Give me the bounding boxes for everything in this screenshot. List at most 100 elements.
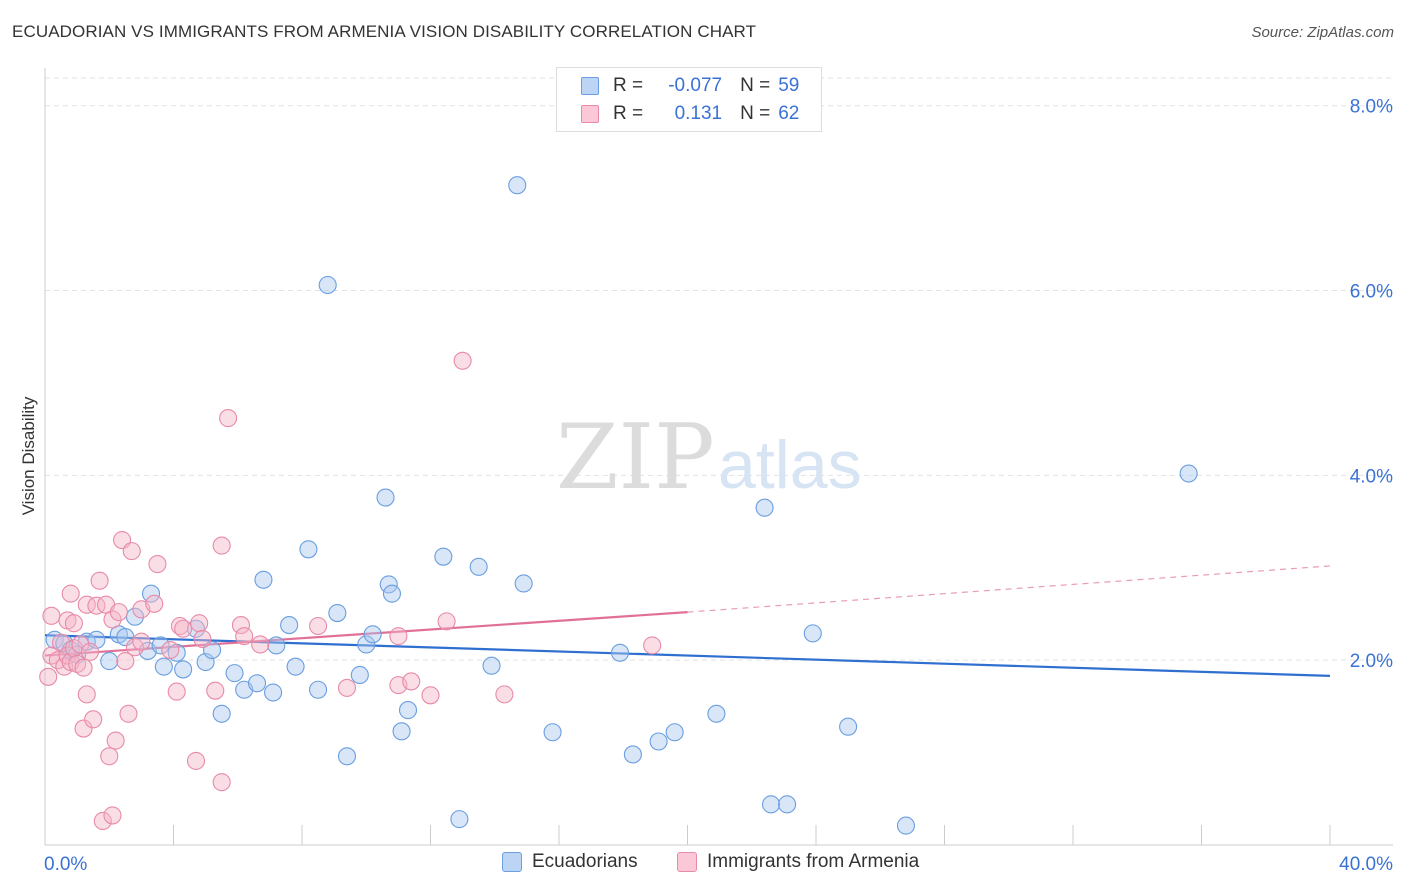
y-tick-label: 4.0% — [1350, 466, 1393, 487]
armenia-point — [100, 747, 119, 766]
ecuadorian-point — [482, 656, 501, 675]
armenia-point — [219, 409, 238, 428]
ecuadorian-point — [610, 643, 630, 662]
x-tick-label-min: 0.0% — [44, 854, 87, 875]
armenia-point — [77, 685, 96, 704]
legend-n-label: N = — [740, 75, 771, 96]
legend-n-value: 59 — [778, 75, 800, 96]
ecuadorian-point — [212, 704, 231, 723]
correlation-legend: R = -0.077 N = 59 R = 0.131 N = 62 — [556, 67, 822, 132]
ecuadorian-point — [778, 795, 797, 814]
ecuadorian-point — [450, 810, 469, 829]
armenia-point — [186, 751, 206, 770]
armenia-point — [116, 652, 135, 671]
legend-r-value: 0.131 — [674, 103, 723, 124]
ecuadorian-point — [839, 717, 858, 736]
legend-item-armenia[interactable]: Immigrants from Armenia — [677, 851, 919, 873]
legend-n-label: N = — [740, 103, 771, 124]
armenia-point — [309, 616, 328, 636]
armenia-point — [71, 635, 90, 654]
armenia-point — [161, 640, 180, 660]
ecuadorian-point — [254, 570, 273, 589]
armenia-point — [190, 614, 209, 633]
legend-swatch-pink — [581, 105, 599, 123]
ecuadorian-point — [755, 498, 774, 517]
armenia-point — [421, 686, 440, 705]
ecuadorian-point — [508, 176, 527, 195]
ecuadorian-point — [280, 616, 299, 635]
legend-r-label: R = — [613, 75, 644, 96]
series-legend: Ecuadorians Immigrants from Armenia — [0, 851, 1406, 877]
ecuadorian-point — [376, 488, 395, 507]
ecuadorian-point — [318, 275, 337, 295]
ecuadorian-point — [309, 680, 328, 699]
armenia-point — [74, 719, 93, 738]
armenia-point — [251, 635, 270, 654]
armenia-point — [402, 672, 421, 691]
armenia-point — [235, 627, 254, 646]
ecuadorian-point — [623, 745, 642, 764]
legend-swatch-blue — [581, 77, 599, 95]
armenia-point — [148, 555, 167, 574]
legend-swatch-armenia — [677, 852, 697, 872]
ecuadorian-point — [363, 625, 382, 644]
armenia-point — [132, 632, 151, 651]
armenia-point — [109, 603, 128, 622]
armenia-point — [103, 806, 122, 825]
armenia-point — [437, 612, 456, 631]
y-tick-label: 6.0% — [1350, 282, 1393, 303]
ecuadorian-point — [286, 657, 305, 676]
armenia-point — [206, 681, 225, 700]
legend-n-value: 62 — [778, 103, 800, 124]
ecuadorian-point — [267, 636, 286, 655]
ecuadorian-point — [337, 747, 357, 766]
ecuadorian-point — [392, 722, 411, 741]
legend-swatch-ecuadorians — [502, 852, 522, 872]
legend-row-armenia: R = 0.131 N = 62 — [581, 100, 799, 128]
legend-item-ecuadorians[interactable]: Ecuadorians — [502, 851, 638, 873]
y-tick-label: 8.0% — [1350, 97, 1393, 118]
armenia-point — [80, 642, 100, 661]
ecuadorian-point — [665, 723, 684, 742]
ecuadorian-point — [761, 795, 781, 814]
legend-r-label: R = — [613, 103, 644, 124]
armenia-point — [212, 536, 231, 555]
armenia-point — [64, 614, 83, 633]
armenia-point — [643, 636, 662, 655]
y-tick-label: 2.0% — [1350, 651, 1393, 672]
armenia-point — [74, 658, 93, 677]
armenia-point — [119, 704, 138, 723]
ecuadorian-point — [382, 584, 402, 603]
chart-title: ECUADORIAN VS IMMIGRANTS FROM ARMENIA VI… — [12, 22, 757, 41]
armenia-point — [389, 627, 408, 646]
armenia-point — [39, 667, 58, 686]
watermark-atlas: atlas — [718, 427, 862, 503]
legend-label-armenia: Immigrants from Armenia — [707, 851, 920, 872]
ecuadorian-point — [299, 540, 318, 559]
ecuadorian-point — [398, 701, 418, 720]
ecuadorian-point — [328, 604, 347, 623]
armenia-point — [93, 811, 112, 831]
ecuadorian-point — [357, 635, 376, 654]
armenia-point — [170, 616, 189, 636]
ecuadorian-point — [141, 584, 161, 603]
armenia-point — [87, 596, 106, 615]
armenia-point — [495, 685, 514, 704]
ecuadorian-point — [151, 636, 170, 655]
armenia-point — [231, 616, 251, 635]
ecuadorian-point — [154, 657, 173, 676]
ecuadorian-point — [707, 704, 726, 723]
armenia-point — [77, 595, 96, 614]
ecuadorian-point — [350, 665, 369, 685]
legend-r-value: -0.077 — [668, 75, 723, 96]
ecuadorian-point — [264, 683, 283, 702]
ecuadorian-point — [100, 652, 119, 671]
ecuadorian-point — [543, 723, 562, 742]
armenia-point — [42, 606, 61, 625]
legend-row-ecuadorians: R = -0.077 N = 59 — [581, 72, 799, 100]
armenia-point — [90, 571, 109, 590]
armenia-trendline — [44, 611, 688, 657]
legend-label-ecuadorians: Ecuadorians — [532, 851, 638, 872]
ecuadorian-point — [896, 816, 916, 835]
